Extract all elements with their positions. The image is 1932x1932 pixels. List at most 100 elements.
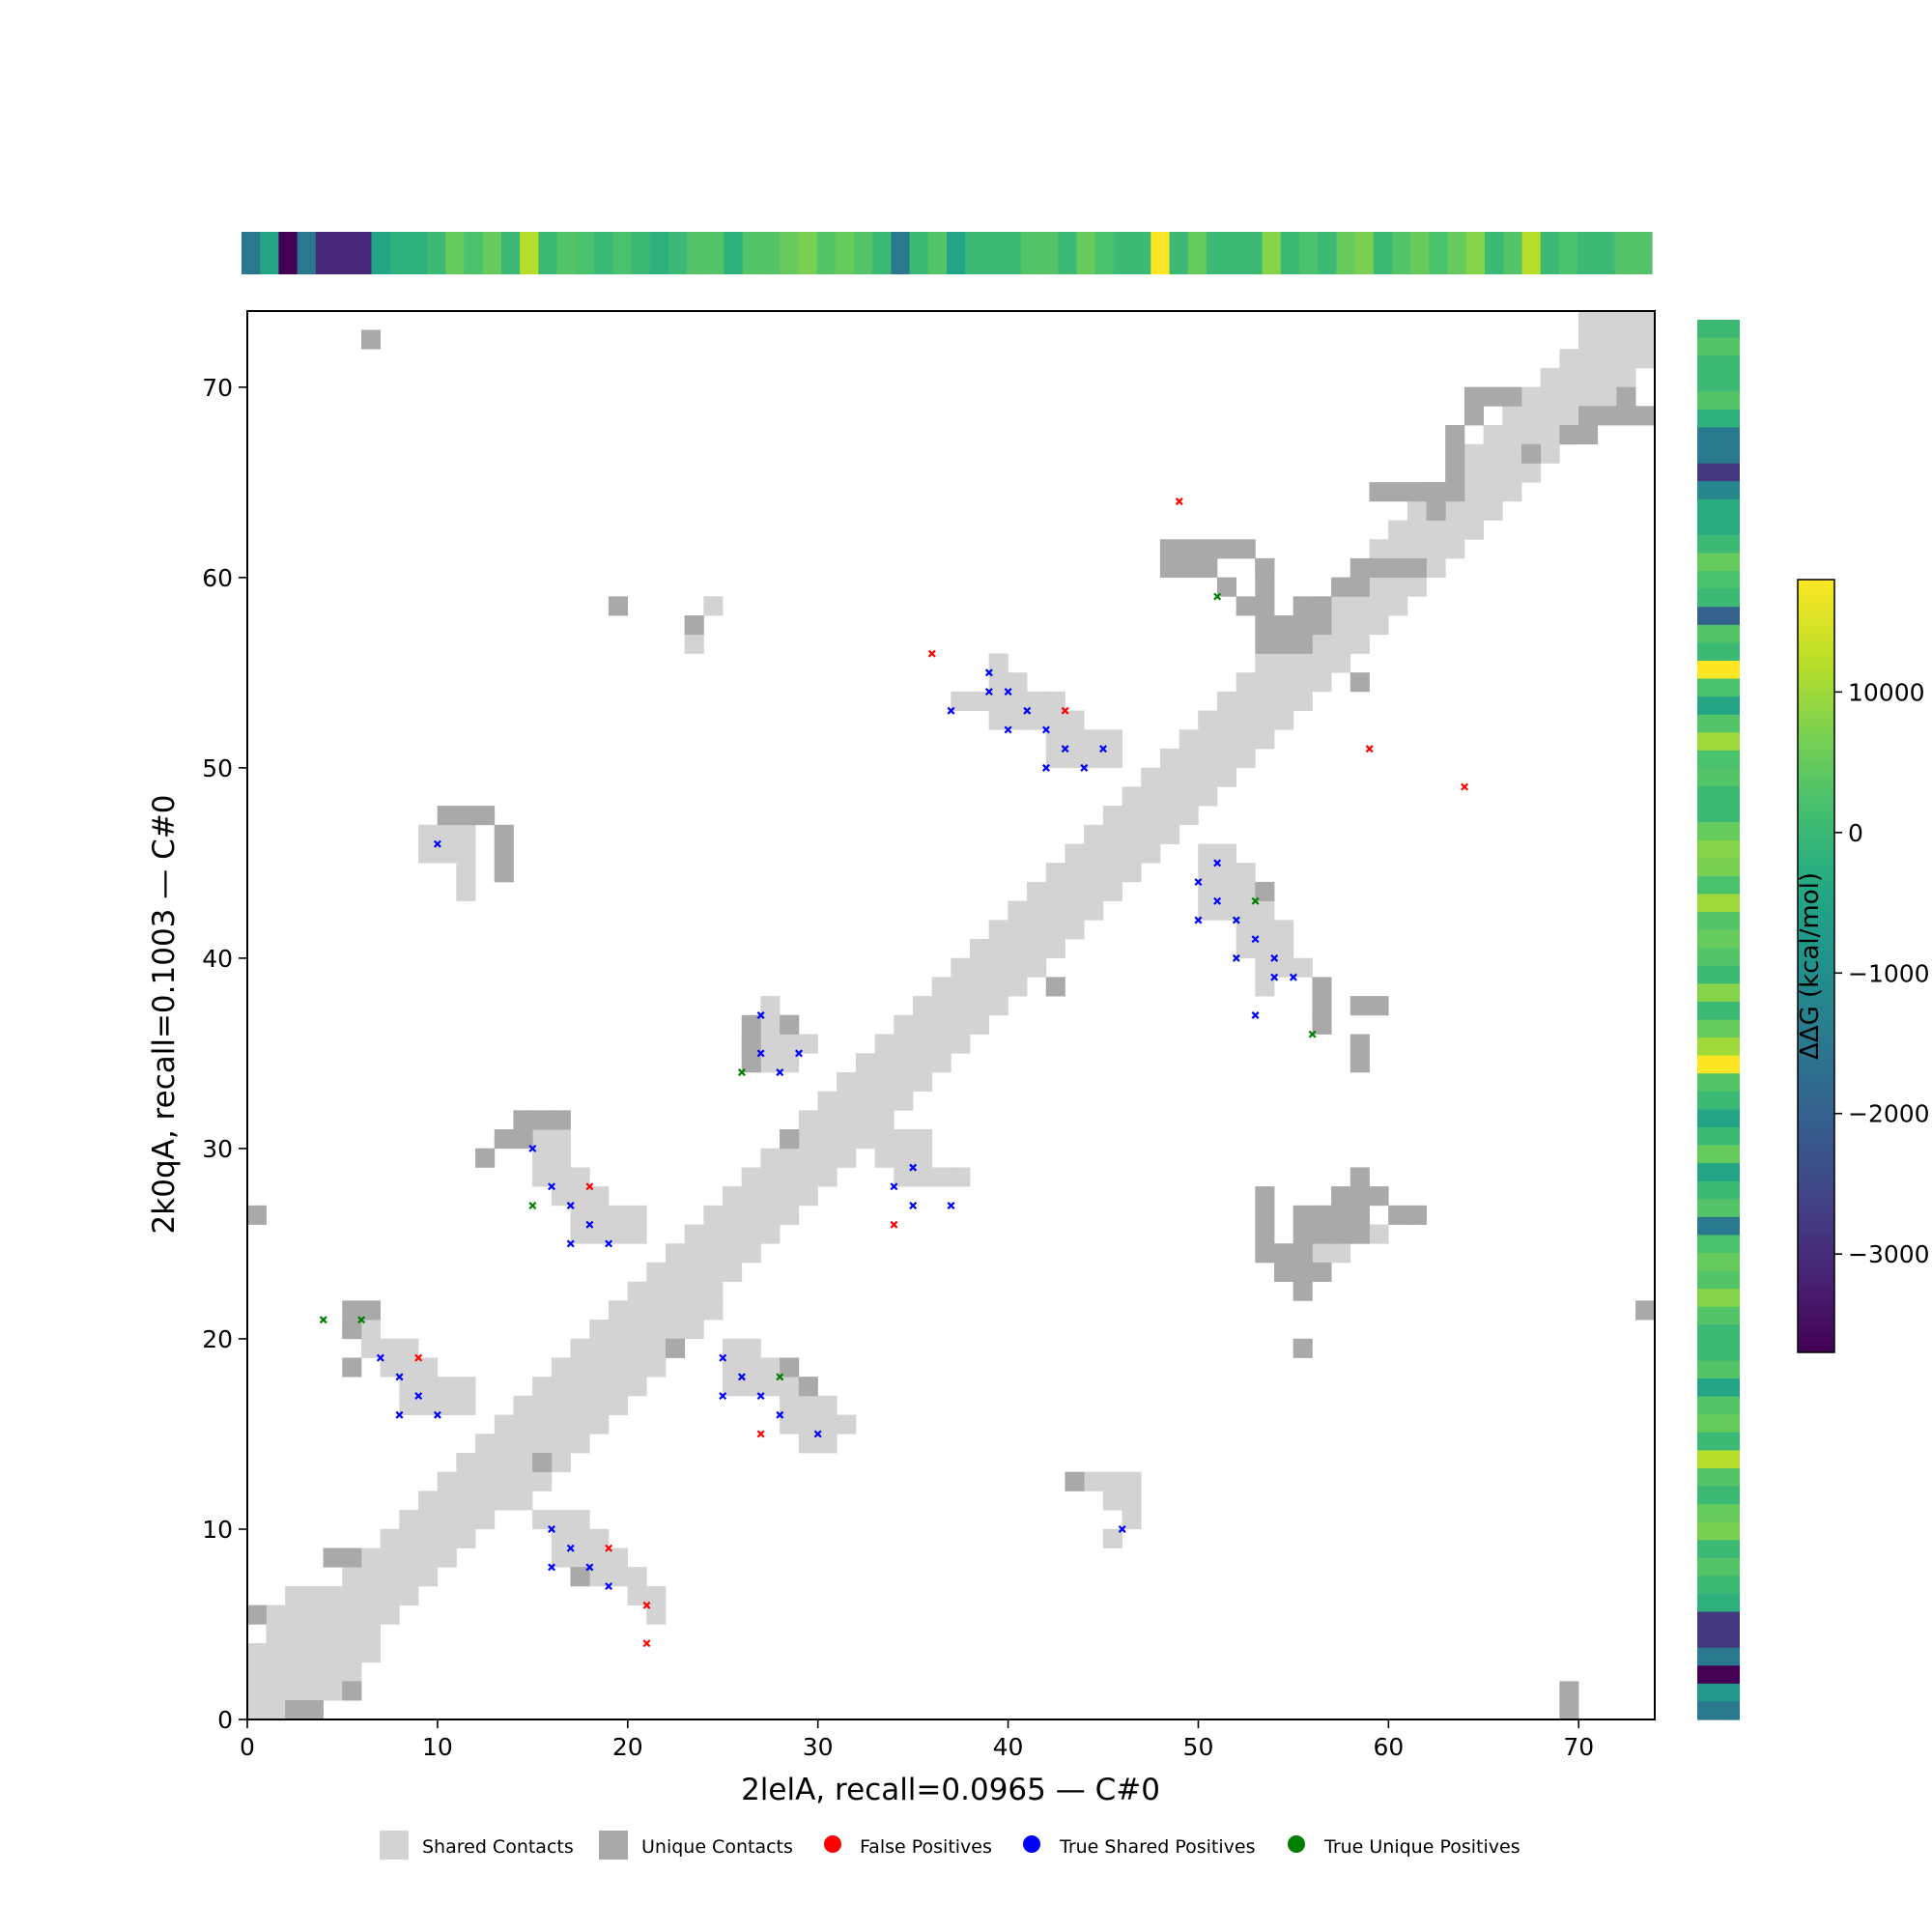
- legend: Shared Contacts Unique Contacts False Po…: [380, 1831, 1520, 1860]
- unique-contact-cell: [1312, 1262, 1332, 1283]
- shared-contact-cell: [1597, 349, 1617, 369]
- shared-contact-cell: [703, 1205, 724, 1225]
- side-strip-cell: [1697, 391, 1740, 411]
- shared-contact-cell: [456, 843, 476, 864]
- shared-contact-cell: [969, 938, 990, 959]
- true-shared-positive-marker: [1004, 688, 1012, 696]
- top-strip-cell: [278, 232, 298, 274]
- shared-contact-cell: [437, 1395, 457, 1415]
- shared-contact-cell: [1045, 881, 1065, 901]
- shared-contact-cell: [418, 1510, 439, 1530]
- shared-contact-cell: [1255, 957, 1275, 978]
- unique-contact-cell: [1312, 615, 1332, 636]
- shared-contact-cell: [513, 1414, 533, 1435]
- unique-contact-cell: [1559, 425, 1579, 445]
- shared-contact-cell: [285, 1662, 305, 1682]
- shared-contact-cell: [1616, 367, 1636, 388]
- top-strip-cell: [1132, 232, 1151, 274]
- shared-contact-cell: [513, 1471, 533, 1492]
- true-shared-positive-marker: [984, 668, 993, 677]
- unique-contact-cell: [246, 1605, 267, 1625]
- legend-marker-true-shared: [1023, 1835, 1040, 1853]
- shared-contact-cell: [1369, 596, 1389, 616]
- side-strip-cell: [1697, 965, 1740, 984]
- shared-contact-cell: [1274, 672, 1294, 693]
- shared-contact-cell: [780, 1034, 800, 1054]
- shared-contact-cell: [360, 1338, 382, 1358]
- shared-contact-cell: [646, 1320, 667, 1340]
- shared-contact-cell: [1122, 786, 1142, 807]
- shared-contact-cell: [1159, 748, 1179, 769]
- colorbar-gradient: [1797, 579, 1835, 1353]
- shared-contact-cell: [532, 1395, 553, 1415]
- shared-contact-cell: [285, 1681, 305, 1701]
- shared-contact-cell: [1578, 310, 1599, 330]
- side-strip-cell: [1697, 1647, 1740, 1666]
- shared-contact-cell: [456, 1491, 476, 1511]
- shared-contact-cell: [1198, 748, 1218, 769]
- shared-contact-cell: [360, 1642, 382, 1663]
- shared-contact-cell: [285, 1624, 305, 1644]
- shared-contact-cell: [1198, 786, 1218, 807]
- shared-contact-cell: [532, 1434, 553, 1454]
- true-shared-positive-marker: [947, 1202, 955, 1210]
- true-shared-positive-marker: [1194, 916, 1203, 924]
- legend-swatch-unique: [599, 1831, 628, 1860]
- y-axis-label: 2k0qA, recall=0.1003 — C#0: [147, 795, 182, 1235]
- true-unique-positive-marker: [357, 1316, 366, 1324]
- shared-contact-cell: [1406, 520, 1427, 540]
- top-strip-cell: [482, 232, 502, 274]
- shared-contact-cell: [1065, 843, 1085, 864]
- top-strip-cell: [872, 232, 892, 274]
- shared-contact-cell: [418, 1548, 439, 1568]
- shared-contact-cell: [1084, 824, 1104, 844]
- shared-contact-cell: [1216, 691, 1237, 711]
- shared-contact-cell: [1141, 843, 1161, 864]
- shared-contact-cell: [1008, 977, 1028, 997]
- top-strip-cell: [1318, 232, 1338, 274]
- shared-contact-cell: [1369, 615, 1389, 636]
- shared-contact-cell: [1369, 577, 1389, 597]
- shared-contact-cell: [931, 996, 952, 1016]
- shared-contact-cell: [1198, 767, 1218, 787]
- shared-contact-cell: [723, 1357, 743, 1378]
- unique-contact-cell: [342, 1320, 362, 1340]
- shared-contact-cell: [360, 1320, 382, 1340]
- top-strip-cell: [760, 232, 781, 274]
- side-strip-cell: [1697, 1414, 1740, 1434]
- shared-contact-cell: [817, 1110, 838, 1130]
- shared-contact-cell: [1445, 520, 1465, 540]
- shared-contact-cell: [475, 1452, 496, 1473]
- shared-contact-cell: [894, 1148, 914, 1168]
- y-tick-label: 70: [202, 374, 233, 402]
- side-strip-cell: [1697, 1630, 1740, 1649]
- shared-contact-cell: [1255, 977, 1275, 997]
- shared-contact-cell: [570, 1167, 590, 1187]
- shared-contact-cell: [1406, 500, 1427, 521]
- true-shared-positive-marker: [548, 1524, 556, 1533]
- shared-contact-cell: [551, 1528, 571, 1548]
- side-strip-cell: [1697, 1665, 1740, 1685]
- shared-contact-cell: [741, 1167, 761, 1187]
- shared-contact-cell: [1216, 729, 1237, 750]
- shared-contact-cell: [627, 1338, 647, 1358]
- shared-contact-cell: [798, 1148, 818, 1168]
- unique-contact-cell: [1255, 1243, 1275, 1264]
- shared-contact-cell: [1616, 329, 1636, 350]
- shared-contact-cell: [1045, 710, 1065, 730]
- shared-contact-cell: [931, 977, 952, 997]
- top-strip-cell: [1262, 232, 1282, 274]
- side-strip-cell: [1697, 1306, 1740, 1325]
- x-axis-label: 2lelA, recall=0.0965 — C#0: [741, 1773, 1160, 1807]
- shared-contact-cell: [684, 1281, 704, 1301]
- shared-contact-cell: [323, 1605, 343, 1625]
- top-energy-strip: [242, 232, 1653, 274]
- shared-contact-cell: [1426, 520, 1446, 540]
- shared-contact-cell: [1388, 577, 1408, 597]
- shared-contact-cell: [437, 1548, 457, 1568]
- shared-contact-cell: [912, 1053, 933, 1073]
- shared-contact-cell: [780, 1377, 800, 1397]
- shared-contact-cell: [246, 1681, 267, 1701]
- shared-contact-cell: [1483, 463, 1503, 483]
- shared-contact-cell: [1122, 1471, 1142, 1492]
